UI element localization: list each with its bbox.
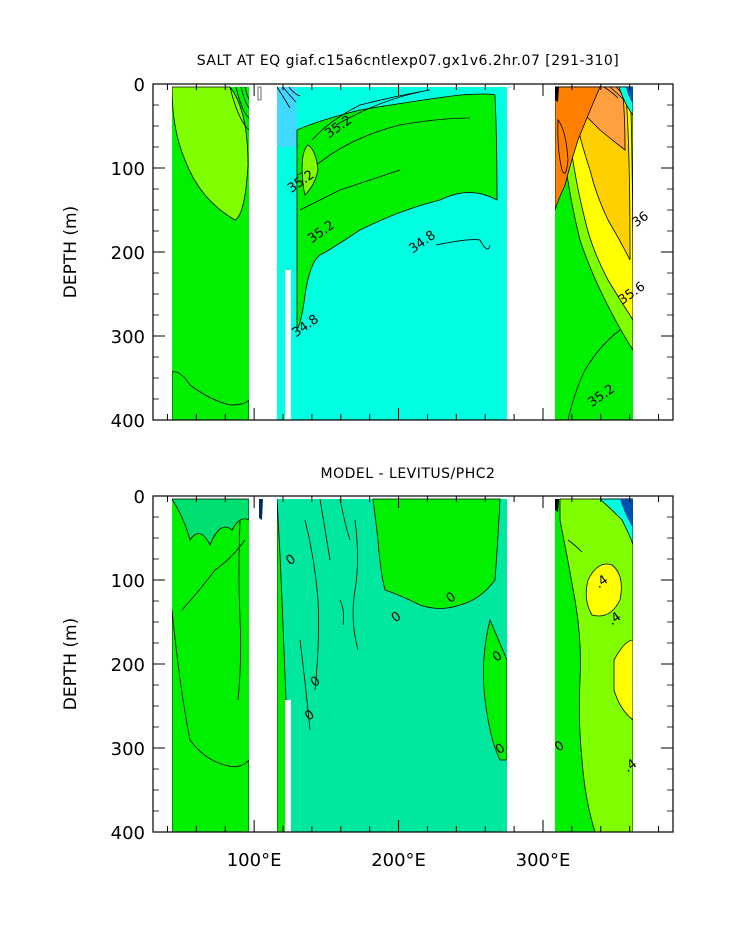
- contour-salty-core: [301, 144, 319, 196]
- field-fresh-cap: [277, 87, 297, 147]
- salinity-field: [153, 84, 673, 420]
- difference-panel: MODEL - LEVITUS/PHC2 DEPTH (m): [61, 466, 674, 871]
- y-axis-label: DEPTH (m): [61, 206, 81, 298]
- y-tick-label: 0: [134, 75, 145, 96]
- y-tick-label: 400: [111, 823, 145, 844]
- y-ticks: 0 100 200 300 400: [111, 487, 673, 844]
- x-tick-label: 100°E: [227, 850, 282, 871]
- y-tick-label: 100: [111, 571, 145, 592]
- contour-high-salt-west: [171, 86, 249, 221]
- contour-atl-5: [554, 86, 601, 211]
- difference-field: [153, 496, 673, 832]
- salinity-panel: SALT AT EQ giaf.c15a6cntlexp07.gx1v6.2hr…: [61, 53, 674, 432]
- y-tick-label: 200: [111, 655, 145, 676]
- y-axis-label: DEPTH (m): [61, 618, 81, 710]
- x-tick-label: 200°E: [371, 850, 426, 871]
- y-tick-label: 300: [111, 327, 145, 348]
- y-ticks: 0 100 200 300 400: [111, 75, 673, 432]
- x-ticks: 100°E 200°E 300°E: [166, 496, 660, 871]
- y-tick-label: 0: [134, 487, 145, 508]
- y-tick-label: 100: [111, 159, 145, 180]
- panel-title: MODEL - LEVITUS/PHC2: [321, 466, 496, 482]
- x-ticks: [166, 84, 660, 420]
- x-tick-label: 300°E: [516, 850, 571, 871]
- diff-contour-eastern: [372, 498, 501, 609]
- land-band-maritime: [249, 84, 277, 420]
- y-tick-label: 300: [111, 739, 145, 760]
- contour-salt-tongue: [296, 93, 498, 331]
- contour-deep-west: [171, 371, 250, 420]
- land-band-america: [507, 84, 555, 420]
- panel-title: SALT AT EQ giaf.c15a6cntlexp07.gx1v6.2hr…: [197, 53, 619, 69]
- y-tick-label: 200: [111, 243, 145, 264]
- y-tick-label: 400: [111, 411, 145, 432]
